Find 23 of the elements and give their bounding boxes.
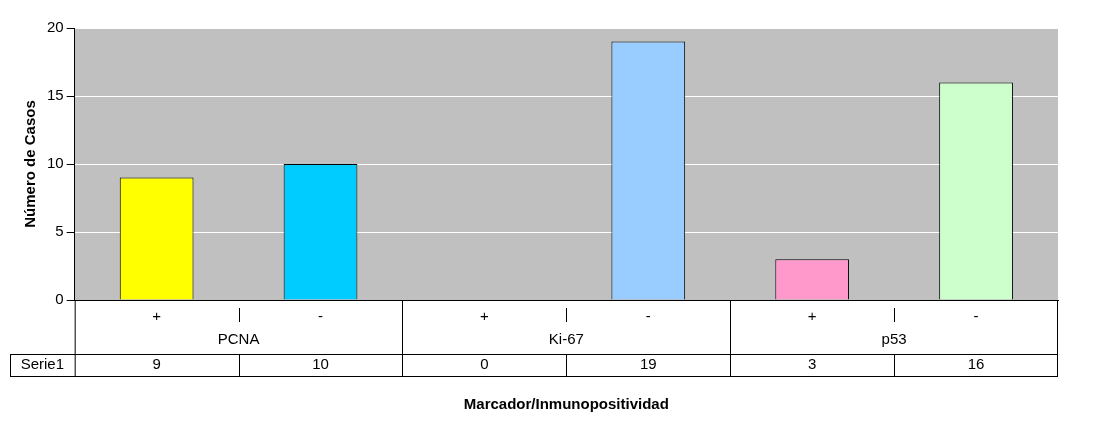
data-label: 19 xyxy=(639,355,657,373)
text: Ki-67 xyxy=(548,330,584,348)
y-axis-title: Número de Casos xyxy=(21,100,39,228)
data-label: 10 xyxy=(312,355,329,373)
x-axis-title: Marcador/Inmunopositividad xyxy=(463,395,669,413)
x-tick-label: + xyxy=(152,307,162,325)
text: PCNA xyxy=(217,330,260,348)
data-label: 3 xyxy=(808,355,817,373)
data-label: 9 xyxy=(152,355,161,373)
y-tick-label: 0 xyxy=(55,290,64,308)
x-tick-label: - xyxy=(645,307,651,325)
text: p53 xyxy=(881,330,907,348)
y-tick-label: 15 xyxy=(47,86,64,104)
y-tick-label: 20 xyxy=(47,18,64,36)
x-tick-label: + xyxy=(807,307,817,325)
data-label: 0 xyxy=(480,355,489,373)
data-label: 16 xyxy=(967,355,985,373)
y-tick-label: 5 xyxy=(55,222,64,240)
x-tick-label: + xyxy=(480,307,490,325)
y-tick-label: 10 xyxy=(47,154,64,172)
x-tick-label: - xyxy=(973,307,979,325)
text: Serie1 xyxy=(20,355,65,373)
x-tick-label: - xyxy=(318,307,324,325)
